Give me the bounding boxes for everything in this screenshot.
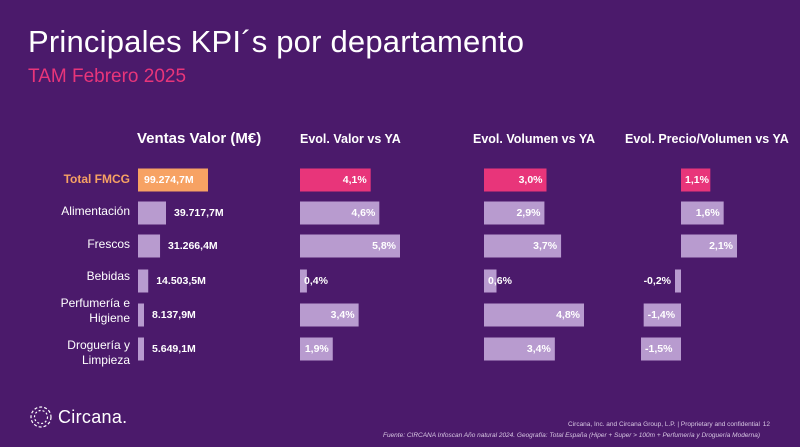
- bar-label-3-1: 1,6%: [696, 207, 721, 219]
- circana-logo-icon: [30, 406, 52, 428]
- bar-2-0: [484, 168, 547, 192]
- bar-label-1-1: 4,6%: [351, 207, 376, 219]
- row-label-line: Droguería y: [67, 338, 130, 352]
- bar-label-0-0: 99.274,7M: [144, 174, 194, 186]
- bar-1-4: [300, 303, 359, 327]
- bar-2-5: [484, 337, 555, 361]
- bar-0-0: [138, 168, 208, 192]
- bar-label-2-4: 4,8%: [556, 309, 581, 321]
- bar-label-2-0: 3,0%: [519, 174, 544, 186]
- bar-0-4: [138, 303, 144, 327]
- page-number: 12: [762, 421, 770, 428]
- row-label-frescos: Frescos: [10, 237, 130, 252]
- bar-0-5: [138, 337, 144, 361]
- bar-1-3: [300, 269, 307, 293]
- bar-label-1-3: 0,4%: [304, 275, 329, 287]
- bar-label-2-1: 2,9%: [516, 207, 541, 219]
- bar-label-0-1: 39.717,7M: [174, 207, 224, 219]
- bar-label-1-2: 5,8%: [372, 240, 397, 252]
- bar-1-1: [300, 201, 380, 225]
- bar-label-3-0: 1,1%: [685, 174, 710, 186]
- footer-legal: Circana, Inc. and Circana Group, L.P. | …: [568, 421, 760, 428]
- bar-3-5: [641, 337, 681, 361]
- bar-3-2: [681, 234, 737, 258]
- bar-2-3: [484, 269, 497, 293]
- bar-label-1-0: 4,1%: [343, 174, 368, 186]
- bar-label-3-4: -1,4%: [648, 309, 676, 321]
- bar-label-3-3: -0,2%: [644, 275, 672, 287]
- bar-2-4: [484, 303, 584, 327]
- row-label-alimentacion: Alimentación: [10, 204, 130, 219]
- bar-label-3-2: 2,1%: [709, 240, 734, 252]
- row-label-perfumeria-higiene: Perfumería e Higiene: [10, 296, 130, 326]
- bar-label-1-5: 1,9%: [305, 343, 330, 355]
- page-subtitle: TAM Febrero 2025: [28, 66, 187, 87]
- bar-1-5: [300, 337, 333, 361]
- bar-1-0: [300, 168, 371, 192]
- row-label-line: Alimentación: [61, 204, 130, 218]
- header-ventas-valor: Ventas Valor (M€): [137, 130, 262, 147]
- row-label-line: Higiene: [89, 311, 130, 325]
- circana-logo: Circana.: [28, 404, 127, 430]
- row-label-total-fmcg: Total FMCG: [10, 172, 130, 187]
- header-evol-volumen: Evol. Volumen vs YA: [473, 132, 596, 146]
- header-evol-precio-volumen: Evol. Precio/Volumen vs YA: [625, 132, 789, 146]
- row-label-line: Frescos: [87, 237, 130, 251]
- bar-0-1: [138, 201, 167, 225]
- row-label-bebidas: Bebidas: [10, 269, 130, 284]
- bar-3-0: [681, 168, 711, 192]
- bar-1-2: [300, 234, 400, 258]
- bar-label-3-5: -1,5%: [645, 343, 673, 355]
- bar-label-2-3: 0,6%: [488, 275, 513, 287]
- bar-2-1: [484, 201, 545, 225]
- bar-label-0-5: 5.649,1M: [152, 343, 196, 355]
- header-evol-valor: Evol. Valor vs YA: [300, 132, 401, 146]
- footer-source: Fuente: CIRCANA Infoscan Año natural 202…: [382, 432, 760, 439]
- row-label-line: Bebidas: [86, 269, 130, 283]
- bar-label-2-2: 3,7%: [533, 240, 558, 252]
- bar-3-3: [675, 269, 681, 293]
- bar-label-2-5: 3,4%: [527, 343, 552, 355]
- bar-label-0-4: 8.137,9M: [152, 309, 196, 321]
- bar-0-3: [138, 269, 149, 293]
- row-label-drogueria-limpieza: Droguería y Limpieza: [10, 338, 130, 368]
- page-title: Principales KPI´s por departamento: [28, 24, 525, 59]
- bar-label-0-2: 31.266,4M: [168, 240, 218, 252]
- bar-label-0-3: 14.503,5M: [156, 275, 206, 287]
- circana-logo-text: Circana.: [58, 406, 128, 427]
- row-label-line: Total FMCG: [63, 172, 130, 186]
- row-label-line: Limpieza: [81, 353, 130, 367]
- bar-0-2: [138, 234, 161, 258]
- bar-3-1: [681, 201, 724, 225]
- row-label-line: Perfumería e: [60, 296, 130, 310]
- bar-2-2: [484, 234, 562, 258]
- bar-3-4: [643, 303, 681, 327]
- bar-label-1-4: 3,4%: [331, 309, 356, 321]
